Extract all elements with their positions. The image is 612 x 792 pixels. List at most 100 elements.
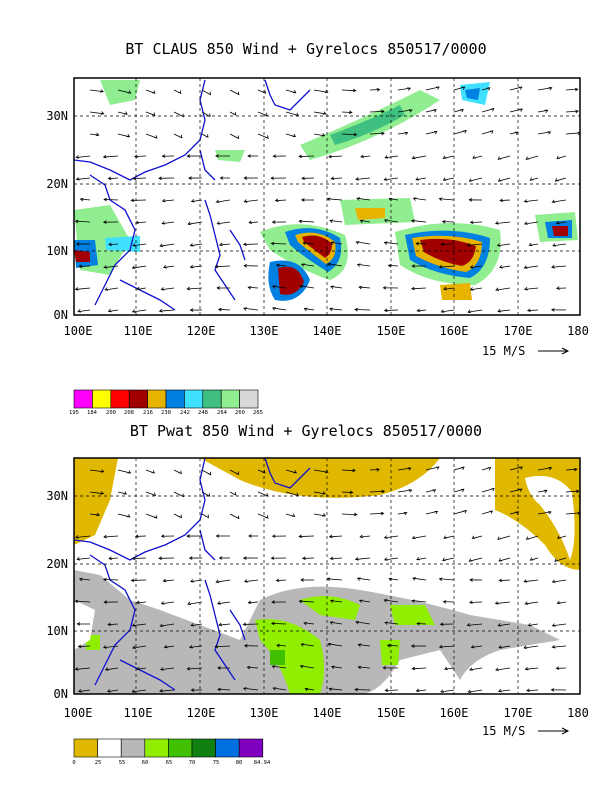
wind-arrow	[440, 242, 455, 246]
wind-arrow	[108, 242, 119, 246]
wind-arrow	[481, 130, 494, 135]
wind-arrow	[145, 469, 155, 474]
wind-arrow	[416, 622, 427, 626]
wind-arrow	[74, 219, 91, 224]
wind-arrow	[145, 133, 158, 139]
claus-legend	[73, 389, 259, 409]
wind-arrow	[215, 154, 231, 158]
wind-arrow	[130, 198, 147, 203]
wind-arrow	[76, 557, 91, 561]
wind-arrow	[528, 242, 539, 247]
legend-label: 265	[253, 410, 263, 416]
wind-arrow	[469, 220, 483, 224]
wind-arrow	[554, 177, 567, 182]
wind-arrow	[272, 687, 287, 691]
wind-arrow	[303, 621, 315, 626]
wind-arrow	[329, 556, 343, 561]
wind-arrow	[158, 176, 175, 180]
wind-arrow	[494, 601, 511, 605]
wind-arrow	[382, 286, 399, 290]
wind-arrow	[299, 665, 315, 669]
wind-arrow	[163, 644, 175, 649]
legend-swatch	[202, 389, 222, 409]
wind-arrow	[246, 665, 259, 670]
wind-arrow	[158, 556, 175, 560]
wind-arrow	[77, 644, 91, 649]
wind-arrow	[160, 287, 175, 291]
wind-arrow	[75, 177, 91, 181]
wind-arrow	[247, 154, 259, 158]
wind-arrow	[214, 644, 231, 649]
legend-swatch	[168, 738, 193, 758]
wind-arrow	[229, 133, 240, 140]
wind-arrow	[388, 577, 399, 582]
claus-map-frame	[73, 77, 581, 316]
wind-arrow	[440, 689, 455, 693]
lon-label-170e: 170E	[504, 324, 533, 338]
wind-arrow	[537, 511, 552, 515]
wind-reference-arrow	[538, 347, 570, 355]
wind-arrow	[270, 241, 287, 246]
wind-arrow	[341, 88, 357, 93]
wind-arrow	[524, 287, 539, 291]
wind-arrow	[497, 535, 511, 540]
wind-arrow	[247, 600, 259, 605]
wind-arrow	[551, 264, 567, 269]
wind-arrow	[300, 198, 315, 202]
wind-arrow	[243, 176, 259, 180]
wind-arrow	[159, 623, 175, 627]
wind-arrow	[468, 600, 483, 605]
wind-arrow	[411, 535, 427, 540]
wind-arrow	[79, 197, 91, 202]
wind-reference-label: 15 M/S	[482, 344, 525, 358]
legend-label: 55	[119, 760, 126, 766]
wind-arrow	[416, 556, 427, 561]
wind-arrow	[330, 665, 343, 670]
wind-arrow	[78, 264, 91, 269]
wind-arrow	[270, 556, 287, 560]
wind-arrow	[527, 622, 539, 627]
wind-arrow	[313, 469, 329, 473]
wind-arrow	[298, 219, 315, 224]
wind-arrow	[313, 491, 326, 495]
wind-arrow	[89, 512, 101, 517]
wind-arrow	[300, 643, 315, 647]
wind-arrow	[341, 490, 354, 495]
lat-label-10n: 10N	[46, 244, 68, 258]
wind-arrow	[410, 644, 427, 648]
wind-arrow	[384, 621, 399, 625]
legend-swatch	[184, 389, 204, 409]
wind-arrow	[481, 488, 495, 493]
legend-swatch	[92, 389, 112, 409]
wind-arrow	[397, 87, 412, 91]
wind-arrow	[78, 577, 91, 582]
wind-arrow	[271, 665, 287, 669]
wind-arrow	[298, 154, 315, 159]
panel-2-title: BT Pwat 850 Wind + Gyrelocs 850517/0000	[129, 422, 483, 440]
coastlines	[74, 79, 311, 311]
wind-arrow	[285, 491, 299, 496]
wind-arrow	[130, 578, 147, 583]
wind-arrow	[356, 577, 371, 581]
legend-swatch	[147, 389, 167, 409]
wind-arrow	[300, 263, 315, 267]
legend-swatch	[128, 389, 148, 409]
wind-arrow	[271, 600, 287, 604]
wind-arrow	[357, 643, 371, 647]
lat-label-20n: 20N	[46, 557, 68, 571]
wind-arrow	[410, 219, 427, 223]
wind-arrow	[242, 622, 259, 627]
wind-arrow	[201, 111, 211, 118]
wind-arrow	[425, 131, 438, 135]
lon-label-110e: 110E	[124, 706, 153, 720]
wind-arrow	[341, 468, 357, 473]
wind-arrow	[397, 131, 409, 136]
wind-arrow	[470, 644, 483, 649]
wind-arrow	[229, 491, 237, 496]
wind-arrow	[524, 666, 539, 671]
wind-arrow	[117, 469, 132, 474]
wind-arrow	[439, 622, 455, 626]
wind-arrow	[173, 491, 185, 498]
wind-arrow	[481, 108, 495, 113]
wind-arrow	[89, 111, 105, 115]
